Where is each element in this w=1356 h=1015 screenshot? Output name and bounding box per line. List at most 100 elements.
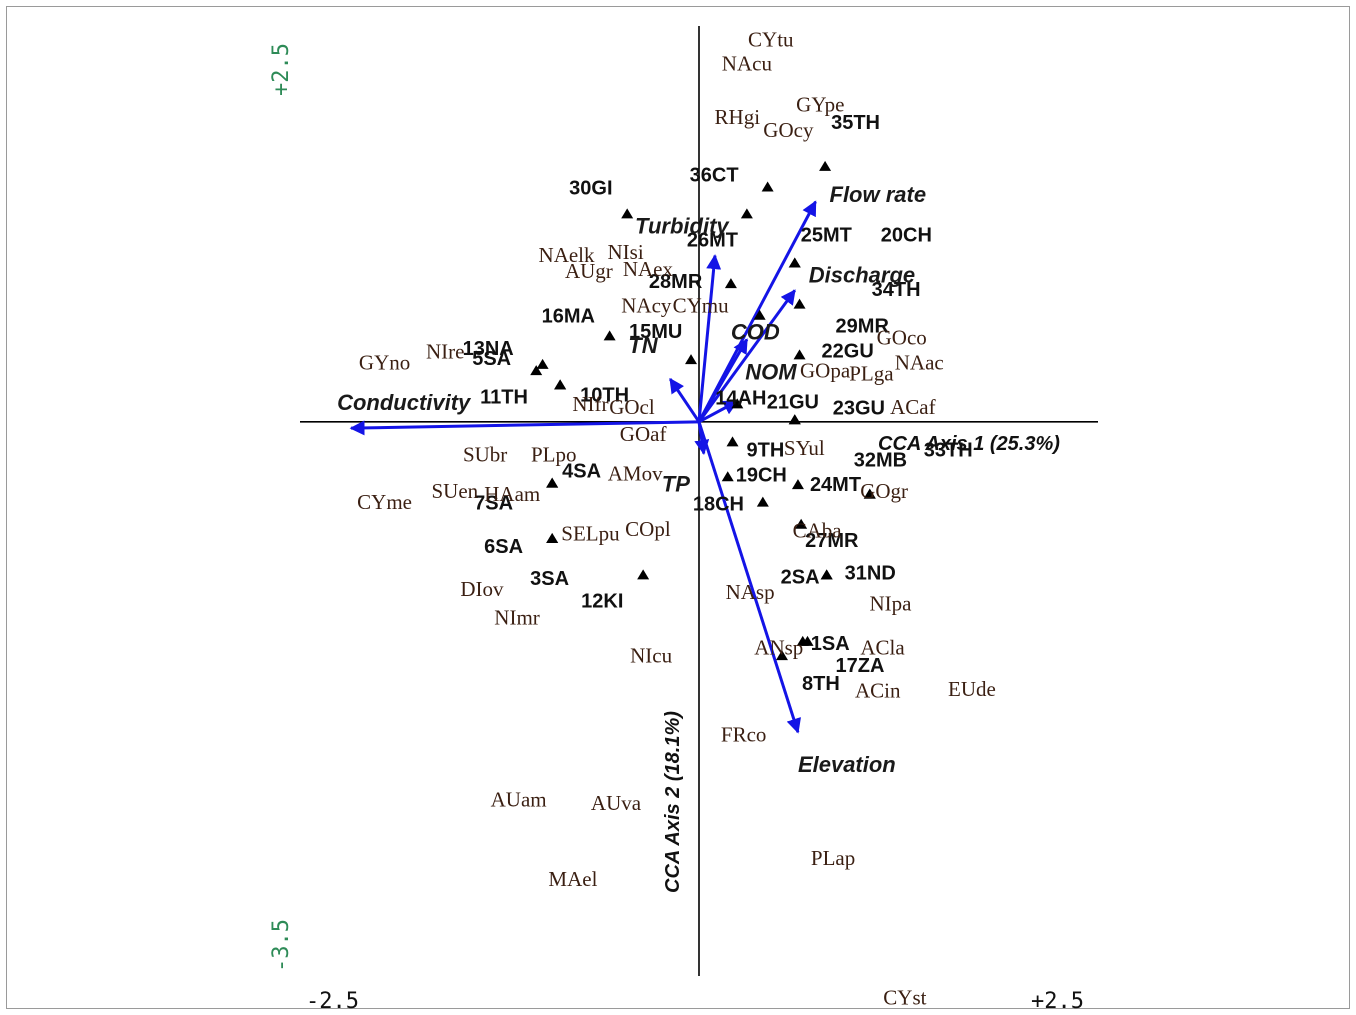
species-label-naac: NAac — [895, 351, 944, 375]
species-label-amov: AMov — [608, 461, 663, 485]
arrow-cod — [697, 338, 749, 423]
species-label-copl: COpl — [625, 517, 671, 541]
species-label-gype: GYpe — [796, 93, 844, 117]
site-label-32mb: 32MB — [854, 450, 907, 472]
site-label-33th: 33TH — [924, 440, 973, 462]
site-label-20ch: 20CH — [881, 225, 932, 247]
site-label-36ct: 36CT — [690, 165, 739, 187]
site-marker-19ch — [721, 471, 734, 482]
site-marker-23gu — [788, 414, 801, 425]
site-marker-8th — [775, 650, 788, 661]
species-label-acin: ACin — [855, 678, 901, 702]
arrow-turbidity — [697, 254, 722, 422]
site-label-5sa: 5SA — [472, 348, 511, 370]
species-label-gocl: GOcl — [609, 395, 655, 419]
site-marker-35th — [819, 160, 832, 171]
site-label-19ch: 19CH — [736, 464, 787, 486]
site-markers: 35TH 36CT 30GI 26MT 25MT 20CH 28MR 13NA 16MA 29MR… — [463, 112, 973, 695]
site-marker-5sa — [530, 365, 543, 376]
species-label-nisi: NIsi — [607, 240, 643, 264]
species-label-goaf: GOaf — [620, 422, 667, 446]
y-tick-label-max: +2.5 — [269, 43, 294, 96]
site-marker-16ma — [603, 330, 616, 341]
y-tick-label-min: -3.5 — [269, 919, 294, 972]
site-marker-9th — [726, 436, 739, 447]
species-label-eude: EUde — [948, 677, 996, 701]
species-label-rhgi: RHgi — [715, 105, 761, 129]
axis-1-title: CCA Axis 1 (25.3%) — [878, 433, 1060, 455]
site-label-3sa: 3SA — [530, 568, 569, 590]
site-marker-24mt — [791, 479, 804, 490]
species-label-mael: MAel — [548, 867, 597, 891]
site-label-15mu: 15MU — [629, 321, 682, 343]
species-label-nipa: NIpa — [870, 591, 913, 615]
species-label-auam: AUam — [491, 788, 547, 812]
site-label-6sa: 6SA — [484, 536, 523, 558]
site-marker-22gu — [793, 349, 806, 360]
site-marker-34th — [753, 309, 766, 320]
species-label-caba: CAba — [793, 518, 843, 542]
site-marker-29mr — [793, 298, 806, 309]
x-tick-label-max: +2.5 — [1031, 989, 1084, 1014]
site-marker-11th — [554, 379, 567, 390]
site-marker-27mr — [795, 518, 808, 529]
arrow-discharge — [697, 289, 796, 423]
site-label-12ki: 12KI — [581, 590, 623, 612]
env-label-tp: TP — [662, 472, 690, 497]
site-label-26mt: 26MT — [687, 229, 738, 251]
site-label-28mr: 28MR — [649, 271, 703, 293]
site-label-29mr: 29MR — [836, 316, 890, 338]
species-label-ansp: ANsp — [754, 636, 803, 660]
plot-frame — [6, 6, 1350, 1009]
species-label-nimr: NImr — [494, 606, 540, 630]
species-label-subr: SUbr — [463, 442, 507, 466]
site-label-27mr: 27MR — [805, 530, 859, 552]
species-label-cytu: CYtu — [748, 28, 794, 52]
species-label-gogr: GOgr — [860, 479, 908, 503]
env-label-conductivity: Conductivity — [337, 390, 472, 415]
site-label-2sa: 2SA — [781, 566, 820, 588]
site-label-8th: 8TH — [802, 673, 840, 695]
species-label-diov: DIov — [460, 577, 504, 601]
site-marker-15mu — [685, 354, 698, 365]
site-label-13na: 13NA — [463, 338, 514, 360]
site-label-18ch: 18CH — [693, 494, 744, 516]
site-marker-7sa — [546, 477, 559, 488]
site-marker-33th — [863, 488, 876, 499]
site-marker-3sa — [546, 533, 559, 543]
site-marker-30gi — [621, 208, 634, 219]
arrow-elevation — [697, 421, 801, 734]
env-label-elevation: Elevation — [798, 752, 896, 777]
site-label-17za: 17ZA — [836, 655, 885, 677]
site-marker-36ct — [761, 181, 774, 192]
site-label-22gu: 22GU — [822, 340, 874, 362]
env-label-discharge: Discharge — [809, 262, 915, 287]
species-label-nifr: NIfr — [572, 392, 608, 416]
site-label-21gu: 21GU — [767, 391, 819, 413]
env-label-nom: NOM — [745, 359, 797, 384]
site-label-9th: 9TH — [747, 439, 785, 461]
site-label-30gi: 30GI — [569, 177, 612, 199]
site-marker-26mt — [740, 208, 753, 219]
site-label-11th: 11TH — [480, 386, 528, 408]
site-label-16ma: 16MA — [542, 305, 595, 327]
site-marker-12ki — [637, 569, 650, 580]
species-label-naex: NAex — [623, 257, 674, 281]
species-label-acaf: ACaf — [890, 395, 936, 419]
env-label-tn: TN — [628, 333, 658, 358]
species-label-naelk: NAelk — [539, 243, 595, 267]
species-label-cymu: CYmu — [673, 294, 730, 318]
species-label-haam: HAam — [484, 482, 540, 506]
site-label-25mt: 25MT — [801, 225, 852, 247]
environmental-labels: Conductivity Flow rate Turbidity Discharge C… — [337, 182, 926, 777]
species-label-gocy: GOcy — [763, 118, 814, 142]
site-label-23gu: 23GU — [833, 397, 885, 419]
species-label-acla: ACla — [860, 636, 905, 660]
species-label-plap: PLap — [811, 846, 855, 870]
site-label-10th: 10TH — [580, 384, 629, 406]
site-marker-31nd — [820, 569, 833, 580]
site-label-4sa: 4SA — [562, 461, 601, 483]
site-marker-28mr — [724, 278, 737, 289]
